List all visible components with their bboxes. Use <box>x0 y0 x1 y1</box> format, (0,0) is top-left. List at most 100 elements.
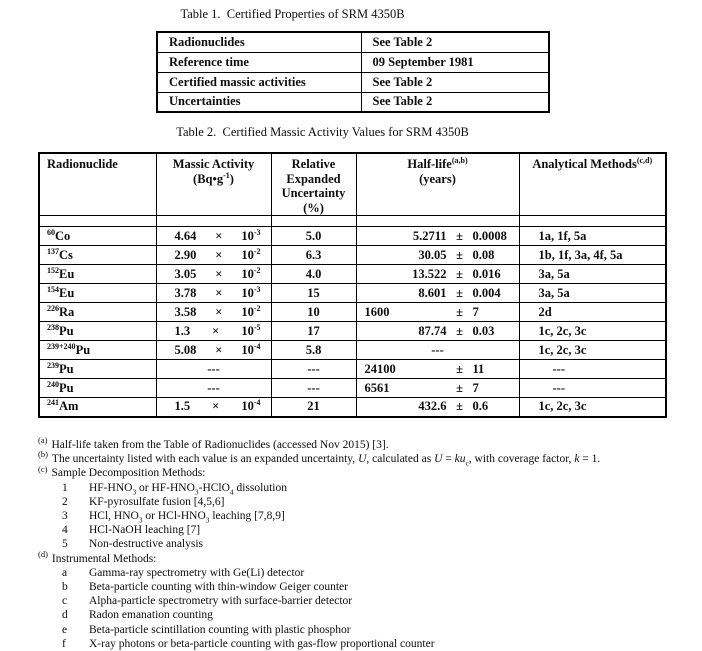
massic-activity-cell: --- <box>155 359 272 379</box>
property-value: 09 September 1981 <box>360 51 550 73</box>
footnote-item-text: Radon emanation counting <box>89 609 213 622</box>
relative-uncertainty-cell: --- <box>270 378 357 398</box>
half-life-value: 8.601 <box>418 285 447 300</box>
footnote-item-key: b <box>62 581 68 594</box>
footnote-label: (c) <box>38 463 48 474</box>
half-life-cell: 30.05 ±0.08 <box>355 245 520 265</box>
half-life-cell: 6561 ±7 <box>355 378 520 398</box>
activity-mantissa: 2.90 <box>174 247 197 262</box>
radionuclide-cell: 241Am <box>38 397 157 417</box>
half-life-value: 87.74 <box>418 323 447 338</box>
footnote: (c) Sample Decomposition Methods: <box>38 463 700 480</box>
radionuclide-cell: 238Pu <box>38 321 157 341</box>
relative-uncertainty-cell: 4.0 <box>270 264 357 284</box>
footnote: (a) Half-life taken from the Table of Rad… <box>38 435 700 452</box>
half-life-uncertainty: 0.004 <box>472 285 501 300</box>
footnote: (d) Instrumental Methods: <box>38 548 700 566</box>
table1-row: Certified massic activities See Table 2 <box>156 71 550 93</box>
analytical-methods-cell: 1c, 2c, 3c <box>518 340 667 360</box>
multiply-sign: × <box>215 266 223 281</box>
massic-activity-cell: 3.05 × 10-2 <box>155 264 272 284</box>
half-life-uncertainty: 0.03 <box>472 323 495 338</box>
half-life-value: 6561 <box>364 380 390 395</box>
property-name: Certified massic activities <box>156 71 362 93</box>
half-life-cell: 5.2711 ±0.0008 <box>355 226 520 246</box>
half-life-cell: 1600 ±7 <box>355 302 520 322</box>
radionuclide-cell: 239Pu <box>38 359 157 379</box>
half-life-uncertainty: 11 <box>472 361 485 376</box>
relative-uncertainty-cell: 5.8 <box>270 340 357 360</box>
radionuclide-cell: 137Cs <box>38 245 157 265</box>
footnote-item: b Beta-particle counting with thin-window… <box>38 580 700 594</box>
footnote-item: 2 KF-pyrosulfate fusion [4,5,6] <box>38 495 700 509</box>
plus-minus-sign: ± <box>456 361 463 376</box>
analytical-methods-cell: 1c, 2c, 3c <box>518 321 667 341</box>
property-value: See Table 2 <box>360 71 550 93</box>
footnote-item-text: HCl, HNO3 or HCl-HNO3 leaching [7,8,9] <box>89 510 285 525</box>
analytical-methods-cell: --- <box>518 359 667 379</box>
relative-uncertainty-cell: 21 <box>270 397 357 417</box>
massic-activity-cell: 3.78 × 10-3 <box>155 283 272 303</box>
footnote-item-text: KF-pyrosulfate fusion [4,5,6] <box>89 495 225 508</box>
massic-activity-cell: 4.64 × 10-3 <box>155 226 272 246</box>
table2-row: 241Am 1.5 × 10-4 21 432.6 ±0.6 1c, 2c, 3c <box>38 397 667 417</box>
footnote-item-text: HCl-NaOH leaching [7] <box>89 524 201 537</box>
plus-minus-sign: ± <box>456 304 463 319</box>
table1-title: Table 1. Certified Properties of SRM 435… <box>180 7 405 21</box>
property-name: Uncertainties <box>156 91 362 113</box>
footnote-label: (a) <box>38 435 48 446</box>
footnote-item-text: Beta-particle counting with thin-window … <box>89 581 348 594</box>
plus-minus-sign: ± <box>456 380 463 395</box>
analytical-methods-cell: 2d <box>518 302 667 322</box>
half-life-cell: 8.601 ±0.004 <box>355 283 520 303</box>
table2-row: 238Pu 1.3 × 10-5 17 87.74 ±0.03 1c, 2c, 3c <box>38 321 667 341</box>
half-life-uncertainty: 0.0008 <box>472 228 507 243</box>
footnote-item-key: 5 <box>62 538 68 551</box>
half-life-cell: --- <box>355 340 520 360</box>
half-life-cell: 432.6 ±0.6 <box>355 397 520 417</box>
footnote-item-text: Gamma-ray spectrometry with Ge(Li) detec… <box>89 566 305 579</box>
property-value: See Table 2 <box>360 31 550 53</box>
massic-activity-cell: 2.90 × 10-2 <box>155 245 272 265</box>
analytical-methods-cell: 1a, 1f, 5a <box>518 226 667 246</box>
table1-row: Reference time 09 September 1981 <box>156 51 550 73</box>
activity-power: 10-2 <box>241 265 261 281</box>
half-life-uncertainty: 0.08 <box>472 247 495 262</box>
footnote-item: f X-ray photons or beta-particle counting… <box>38 637 700 651</box>
footnote-item: 3 HCl, HNO3 or HCl-HNO3 leaching [7,8,9] <box>38 509 700 523</box>
footnote-item: 4 HCl-NaOH leaching [7] <box>38 523 700 537</box>
footnote-item-key: 4 <box>62 524 68 537</box>
radionuclide-cell: 240Pu <box>38 378 157 398</box>
relative-uncertainty-cell: 15 <box>270 283 357 303</box>
footnote-item-key: e <box>62 623 68 636</box>
activity-mantissa: 5.08 <box>174 342 197 357</box>
table1-body: Radionuclides See Table 2 Reference time 09… <box>156 31 550 113</box>
footnote-item-key: 1 <box>62 481 68 494</box>
footnote-item: c Alpha-particle spectrometry with surfac… <box>38 594 700 608</box>
activity-power: 10-3 <box>241 284 261 300</box>
relative-uncertainty-cell: 6.3 <box>270 245 357 265</box>
plus-minus-sign: ± <box>456 228 463 243</box>
analytical-methods-cell: 1c, 2c, 3c <box>518 397 667 417</box>
footnote: (b) The uncertainty listed with each valu… <box>38 450 700 467</box>
plus-minus-sign: ± <box>456 399 463 414</box>
activity-power: 10-4 <box>241 398 261 414</box>
footnote-item: d Radon emanation counting <box>38 608 700 622</box>
radionuclide-cell: 239+240Pu <box>38 340 157 360</box>
analytical-methods-cell: 1b, 1f, 3a, 4f, 5a <box>518 245 667 265</box>
activity-mantissa: 3.58 <box>174 304 197 319</box>
footnote-item-text: Beta-particle scintillation counting wit… <box>89 623 351 636</box>
analytical-methods-cell: 3a, 5a <box>518 264 667 284</box>
footnote-item-text: Alpha-particle spectrometry with surface… <box>89 595 353 608</box>
footnote-item: a Gamma-ray spectrometry with Ge(Li) dete… <box>38 566 700 580</box>
half-life-value: 24100 <box>364 361 396 376</box>
half-life-value: 432.6 <box>418 399 447 414</box>
massic-activity-cell: 1.5 × 10-4 <box>155 397 272 417</box>
activity-mantissa: 1.3 <box>174 323 191 338</box>
footnote-label: (d) <box>38 548 48 559</box>
radionuclide-cell: 152Eu <box>38 264 157 284</box>
table2-row: 60Co 4.64 × 10-3 5.0 5.2711 ±0.0008 1a, 1f, 5a <box>38 226 667 246</box>
half-life-value: 1600 <box>364 304 390 319</box>
plus-minus-sign: ± <box>456 266 463 281</box>
